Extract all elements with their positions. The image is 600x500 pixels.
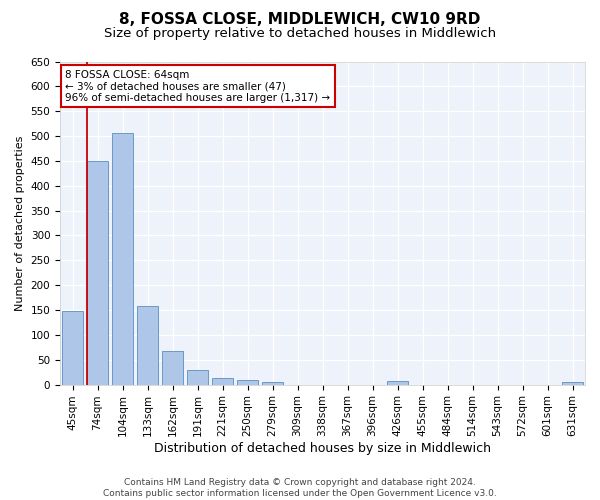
Bar [237,380,258,384]
Bar [262,382,283,384]
X-axis label: Distribution of detached houses by size in Middlewich: Distribution of detached houses by size … [154,442,491,455]
Bar [62,311,83,384]
Bar [387,381,408,384]
Y-axis label: Number of detached properties: Number of detached properties [15,136,25,310]
Text: Contains HM Land Registry data © Crown copyright and database right 2024.
Contai: Contains HM Land Registry data © Crown c… [103,478,497,498]
Bar [87,161,108,384]
Bar [187,370,208,384]
Text: 8 FOSSA CLOSE: 64sqm
← 3% of detached houses are smaller (47)
96% of semi-detach: 8 FOSSA CLOSE: 64sqm ← 3% of detached ho… [65,70,331,103]
Bar [137,306,158,384]
Bar [162,351,183,384]
Bar [562,382,583,384]
Text: 8, FOSSA CLOSE, MIDDLEWICH, CW10 9RD: 8, FOSSA CLOSE, MIDDLEWICH, CW10 9RD [119,12,481,28]
Text: Size of property relative to detached houses in Middlewich: Size of property relative to detached ho… [104,28,496,40]
Bar [212,378,233,384]
Bar [112,132,133,384]
